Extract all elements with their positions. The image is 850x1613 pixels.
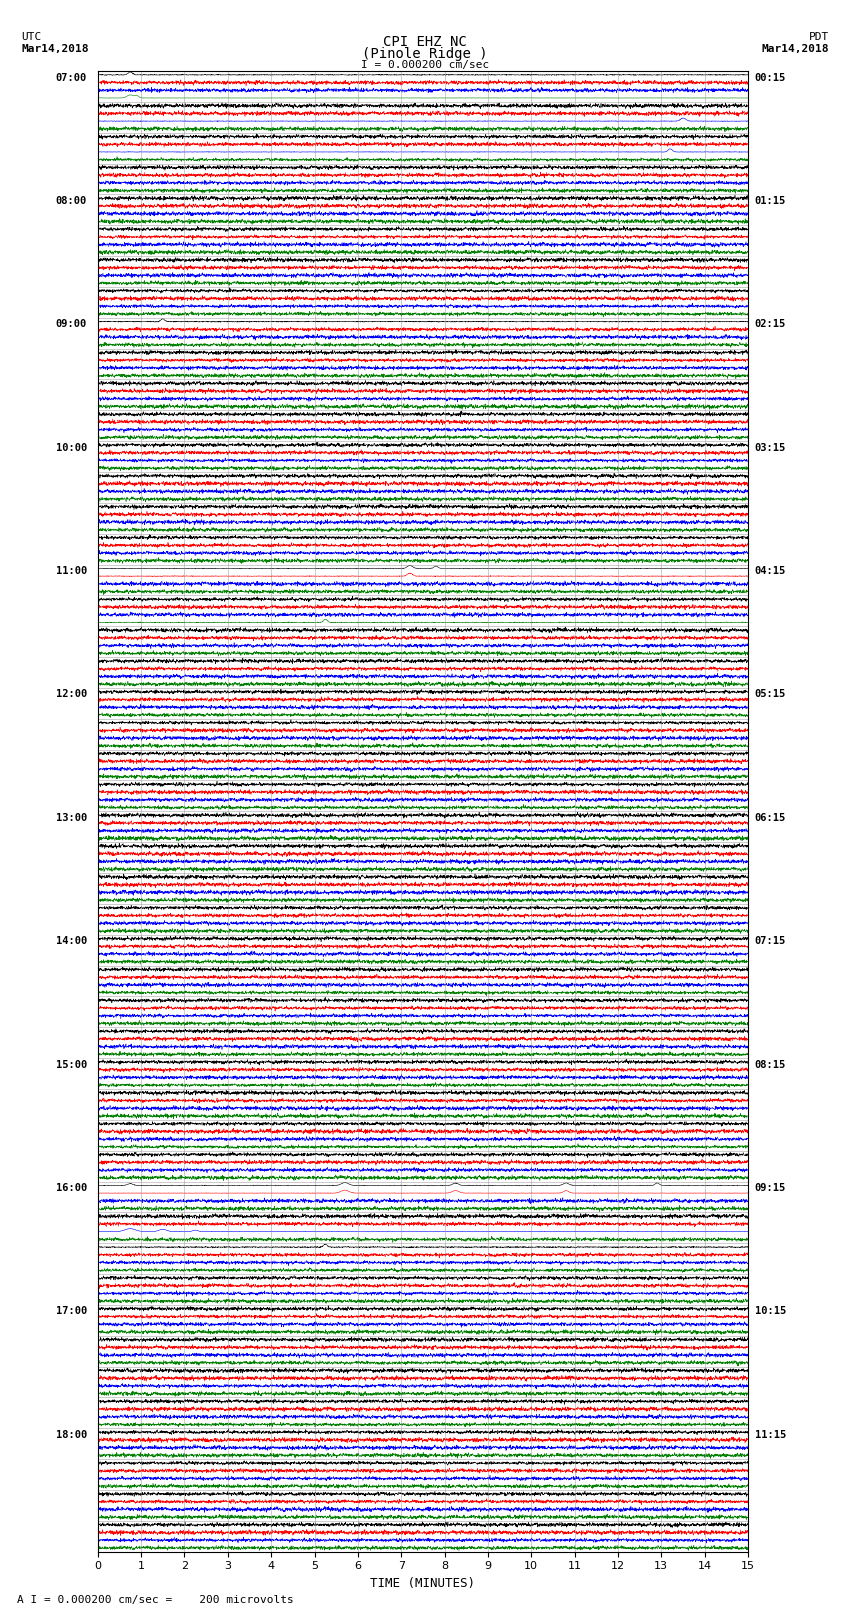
Text: 17:00: 17:00 (55, 1307, 87, 1316)
Text: 15:00: 15:00 (55, 1060, 87, 1069)
Text: 09:00: 09:00 (55, 319, 87, 329)
X-axis label: TIME (MINUTES): TIME (MINUTES) (371, 1578, 475, 1590)
Text: Mar14,2018: Mar14,2018 (21, 44, 88, 53)
Text: 05:15: 05:15 (755, 689, 785, 700)
Text: 08:15: 08:15 (755, 1060, 785, 1069)
Text: Mar14,2018: Mar14,2018 (762, 44, 829, 53)
Text: PDT: PDT (808, 32, 829, 42)
Text: 04:15: 04:15 (755, 566, 785, 576)
Text: 13:00: 13:00 (55, 813, 87, 823)
Text: 01:15: 01:15 (755, 195, 785, 206)
Text: 16:00: 16:00 (55, 1182, 87, 1194)
Text: 03:15: 03:15 (755, 442, 785, 453)
Text: A I = 0.000200 cm/sec =    200 microvolts: A I = 0.000200 cm/sec = 200 microvolts (17, 1595, 294, 1605)
Text: 08:00: 08:00 (55, 195, 87, 206)
Text: 12:00: 12:00 (55, 689, 87, 700)
Text: (Pinole Ridge ): (Pinole Ridge ) (362, 47, 488, 61)
Text: 06:15: 06:15 (755, 813, 785, 823)
Text: 07:00: 07:00 (55, 73, 87, 82)
Text: UTC: UTC (21, 32, 42, 42)
Text: 14:00: 14:00 (55, 936, 87, 947)
Text: 07:15: 07:15 (755, 936, 785, 947)
Text: 11:15: 11:15 (755, 1429, 785, 1440)
Text: 00:15: 00:15 (755, 73, 785, 82)
Text: 09:15: 09:15 (755, 1182, 785, 1194)
Text: I = 0.000200 cm/sec: I = 0.000200 cm/sec (361, 60, 489, 69)
Text: 18:00: 18:00 (55, 1429, 87, 1440)
Text: 10:00: 10:00 (55, 442, 87, 453)
Text: 02:15: 02:15 (755, 319, 785, 329)
Text: CPI EHZ NC: CPI EHZ NC (383, 35, 467, 50)
Text: 10:15: 10:15 (755, 1307, 785, 1316)
Text: 11:00: 11:00 (55, 566, 87, 576)
